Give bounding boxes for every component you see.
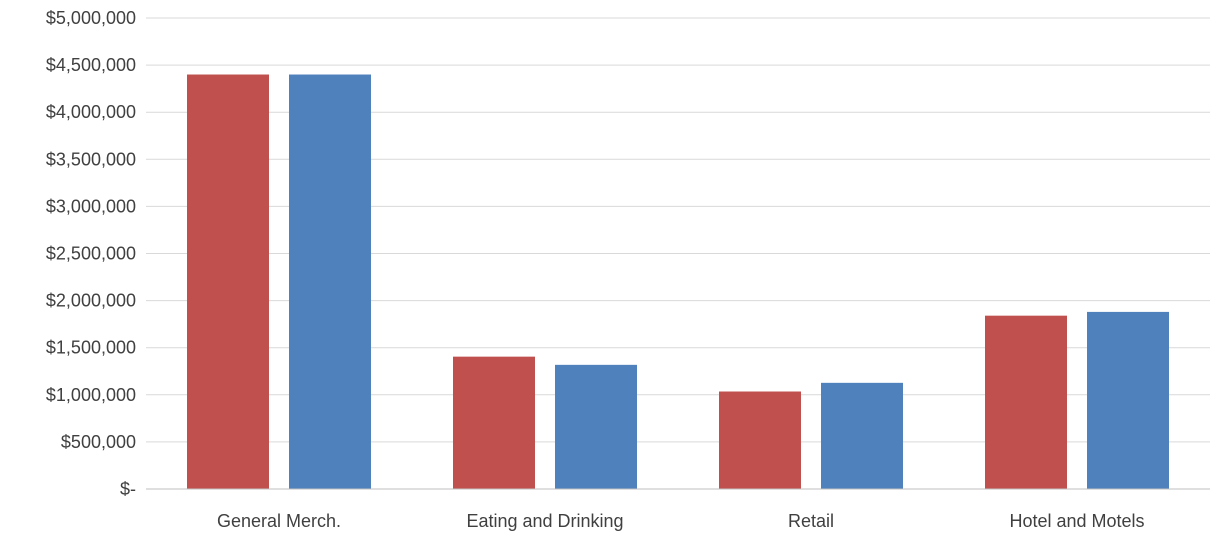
bar-series-1-2 bbox=[719, 391, 801, 489]
y-axis-tick-labels: $- $500,000 $1,000,000 $1,500,000 $2,000,000… bbox=[46, 8, 136, 499]
bar-series-2-3 bbox=[1087, 311, 1169, 489]
bar-series-1-3 bbox=[985, 315, 1067, 489]
y-tick-label: $5,000,000 bbox=[46, 8, 136, 28]
x-axis-category-labels: General Merch. Eating and Drinking Retail H… bbox=[217, 511, 1145, 531]
bars bbox=[187, 74, 1169, 490]
bar-series-2-1 bbox=[555, 364, 637, 489]
bar-series-1-1 bbox=[453, 356, 535, 489]
y-tick-label: $500,000 bbox=[61, 432, 136, 452]
y-tick-label: $2,500,000 bbox=[46, 244, 136, 264]
y-tick-label: $3,500,000 bbox=[46, 149, 136, 169]
y-tick-label: $- bbox=[120, 479, 136, 499]
y-tick-label: $1,500,000 bbox=[46, 338, 136, 358]
y-tick-label: $3,000,000 bbox=[46, 196, 136, 216]
y-tick-label: $1,000,000 bbox=[46, 385, 136, 405]
x-category-label: Hotel and Motels bbox=[1009, 511, 1144, 531]
y-tick-label: $4,000,000 bbox=[46, 102, 136, 122]
bar-series-1-0 bbox=[187, 74, 269, 490]
x-category-label: General Merch. bbox=[217, 511, 341, 531]
x-category-label: Eating and Drinking bbox=[466, 511, 623, 531]
bar-series-2-0 bbox=[289, 74, 371, 490]
y-tick-label: $2,000,000 bbox=[46, 291, 136, 311]
x-category-label: Retail bbox=[788, 511, 834, 531]
y-tick-label: $4,500,000 bbox=[46, 55, 136, 75]
bar-series-2-2 bbox=[821, 382, 903, 489]
